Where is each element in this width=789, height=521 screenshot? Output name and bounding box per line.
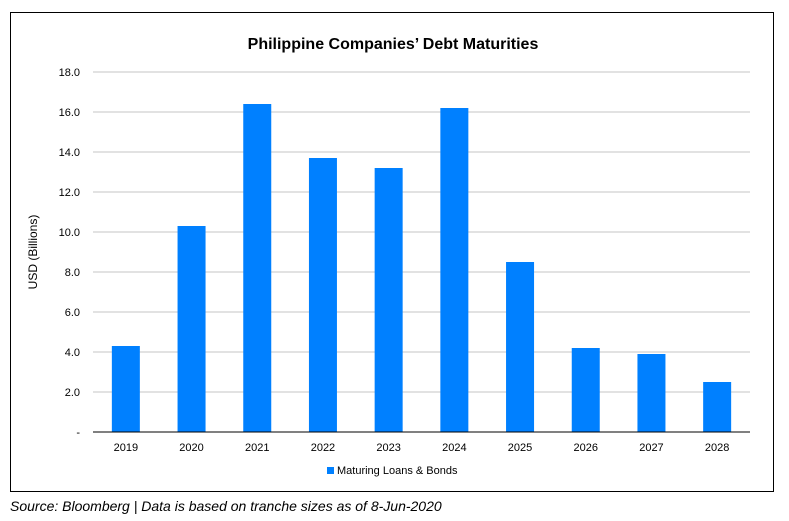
y-tick-label: 12.0 <box>59 187 80 199</box>
chart-title: Philippine Companies’ Debt Maturities <box>248 36 539 53</box>
x-axis-ticks: 2019 2020 2021 2022 2023 2024 2025 2026 2027 2028 <box>114 442 730 454</box>
x-tick-label: 2021 <box>245 442 269 454</box>
x-tick-label: 2026 <box>574 442 598 454</box>
x-tick-label: 2022 <box>311 442 335 454</box>
bar <box>308 158 337 432</box>
x-tick-label: 2019 <box>114 442 138 454</box>
bars <box>111 104 732 432</box>
bar <box>440 108 469 432</box>
bar <box>111 346 140 432</box>
source-note: Source: Bloomberg | Data is based on tra… <box>10 498 442 514</box>
x-tick-label: 2024 <box>442 442 466 454</box>
bar <box>243 104 272 432</box>
legend-swatch <box>327 467 334 474</box>
x-tick-label: 2028 <box>705 442 729 454</box>
x-tick-label: 2020 <box>179 442 203 454</box>
y-tick-label: 8.0 <box>65 267 80 279</box>
y-tick-label: 6.0 <box>65 307 80 319</box>
y-tick-label: 16.0 <box>59 107 80 119</box>
bar <box>374 168 403 432</box>
chart-frame: Philippine Companies’ Debt Maturities - 2… <box>10 12 774 492</box>
x-tick-label: 2025 <box>508 442 532 454</box>
x-tick-label: 2027 <box>639 442 663 454</box>
y-tick-label: 2.0 <box>65 387 80 399</box>
y-tick-label: - <box>76 427 80 439</box>
y-axis-title: USD (Billions) <box>26 215 40 290</box>
bar <box>571 348 600 432</box>
legend-label: Maturing Loans & Bonds <box>337 465 458 477</box>
bar <box>637 354 666 432</box>
bar <box>506 262 535 432</box>
legend: Maturing Loans & Bonds <box>327 465 458 477</box>
y-tick-label: 14.0 <box>59 147 80 159</box>
bar-chart: Philippine Companies’ Debt Maturities - 2… <box>26 36 750 477</box>
y-tick-label: 18.0 <box>59 67 80 79</box>
y-tick-label: 4.0 <box>65 347 80 359</box>
y-tick-label: 10.0 <box>59 227 80 239</box>
bar <box>177 226 206 432</box>
bar <box>703 382 732 432</box>
x-tick-label: 2023 <box>376 442 400 454</box>
y-axis-ticks: - 2.0 4.0 6.0 8.0 10.0 12.0 14.0 16.0 18.0 <box>59 67 81 439</box>
